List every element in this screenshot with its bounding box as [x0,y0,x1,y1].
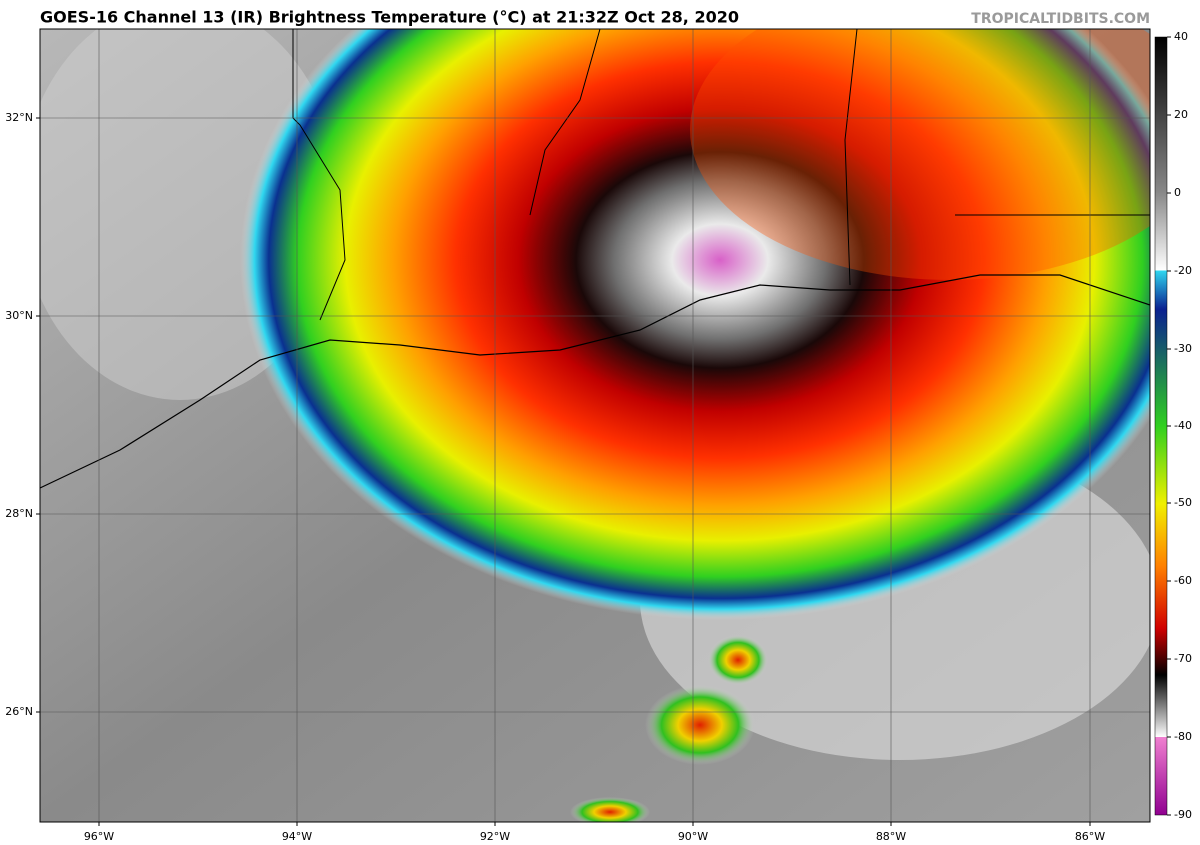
lon-label: 88°W [876,830,906,843]
lon-label: 96°W [84,830,114,843]
lon-label: 86°W [1075,830,1105,843]
colorbar-label: -30 [1174,342,1192,355]
colorbar-label: -60 [1174,574,1192,587]
colorbar-label: -20 [1174,264,1192,277]
colorbar [1154,36,1168,816]
map-frame [39,28,1151,823]
lat-label: 32°N [5,111,33,124]
colorbar-label: -80 [1174,730,1192,743]
title: GOES-16 Channel 13 (IR) Brightness Tempe… [40,8,739,27]
lat-label: 26°N [5,705,33,718]
colorbar-label: 20 [1174,108,1188,121]
lat-label: 30°N [5,309,33,322]
colorbar-label: -40 [1174,419,1192,432]
colorbar-label: -90 [1174,808,1192,821]
satellite-image [40,29,1150,822]
colorbar-label: -70 [1174,652,1192,665]
colorbar-label: 40 [1174,30,1188,43]
graticule [36,29,1150,826]
colorbar-label: 0 [1174,186,1181,199]
credit: TROPICALTIDBITS.COM [971,11,1150,27]
colorbar-label: -50 [1174,496,1192,509]
lon-label: 94°W [282,830,312,843]
lon-label: 92°W [480,830,510,843]
lon-label: 90°W [678,830,708,843]
lat-label: 28°N [5,507,33,520]
